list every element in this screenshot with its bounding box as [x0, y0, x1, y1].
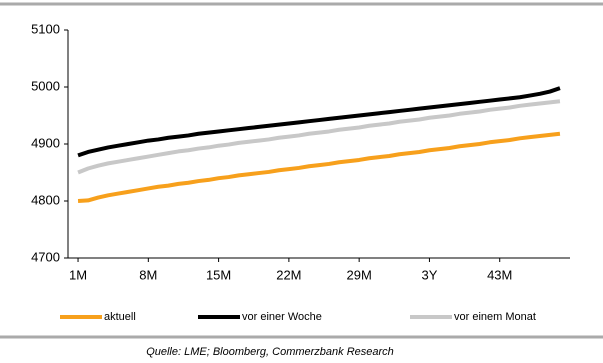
x-tick-label: 3Y [421, 267, 437, 282]
series-line [77, 86, 561, 158]
series-line [77, 99, 561, 175]
series-line [77, 131, 561, 203]
legend-label: aktuell [104, 311, 136, 323]
x-tick-label: 43M [487, 267, 512, 282]
x-tick-label: 15M [206, 267, 231, 282]
x-tick-label: 29M [347, 267, 372, 282]
y-tick-label: 5100 [31, 21, 60, 36]
y-tick-label: 4900 [31, 135, 60, 150]
legend-label: vor einer Woche [242, 311, 322, 323]
y-tick-label: 4800 [31, 192, 60, 207]
x-tick-label: 8M [139, 267, 157, 282]
y-tick-label: 5000 [31, 78, 60, 93]
legend-label: vor einem Monat [454, 311, 536, 323]
y-tick-label: 4700 [31, 249, 60, 264]
x-tick-label: 22M [276, 267, 301, 282]
x-tick-label: 1M [69, 267, 87, 282]
source: Quelle: LME; Bloomberg, Commerzbank Rese… [146, 346, 394, 358]
